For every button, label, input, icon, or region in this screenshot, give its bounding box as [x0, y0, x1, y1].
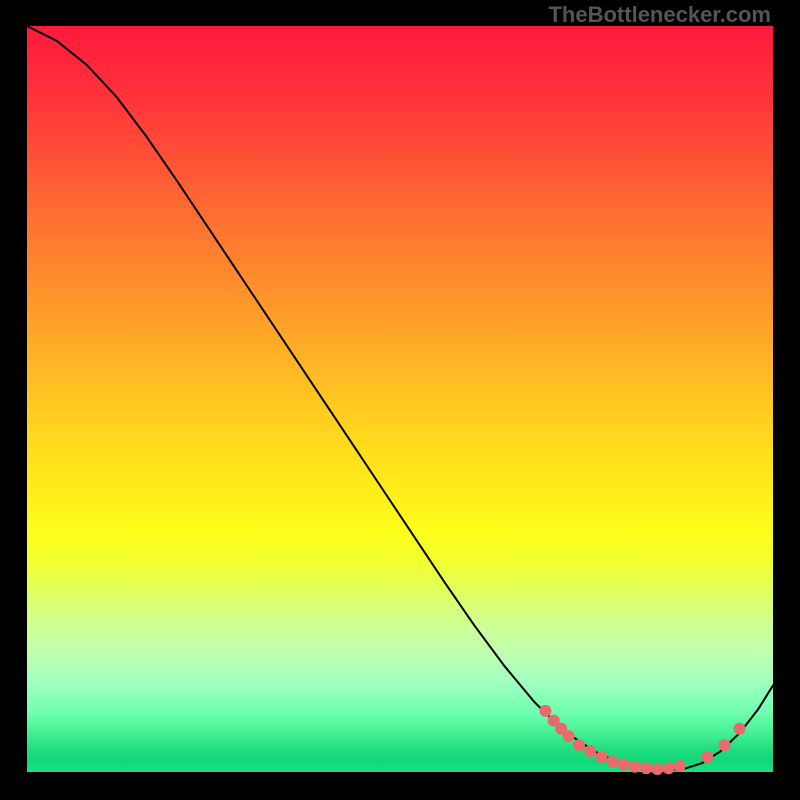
chart-marker	[651, 763, 663, 775]
watermark-text: TheBottlenecker.com	[548, 2, 771, 28]
chart-overlay	[27, 26, 773, 772]
chart-marker	[674, 760, 686, 772]
chart-marker	[629, 761, 641, 773]
chart-marker	[618, 759, 630, 771]
chart-markers	[539, 705, 745, 775]
chart-marker	[607, 756, 619, 768]
chart-marker	[719, 739, 731, 751]
chart-marker	[663, 762, 675, 774]
chart-marker	[573, 739, 585, 751]
chart-marker	[584, 745, 596, 757]
chart-marker	[640, 762, 652, 774]
chart-marker	[563, 730, 575, 742]
chart-marker	[701, 751, 713, 763]
chart-marker	[595, 751, 607, 763]
chart-marker	[539, 705, 551, 717]
chart-line	[27, 26, 773, 771]
chart-marker	[733, 723, 745, 735]
